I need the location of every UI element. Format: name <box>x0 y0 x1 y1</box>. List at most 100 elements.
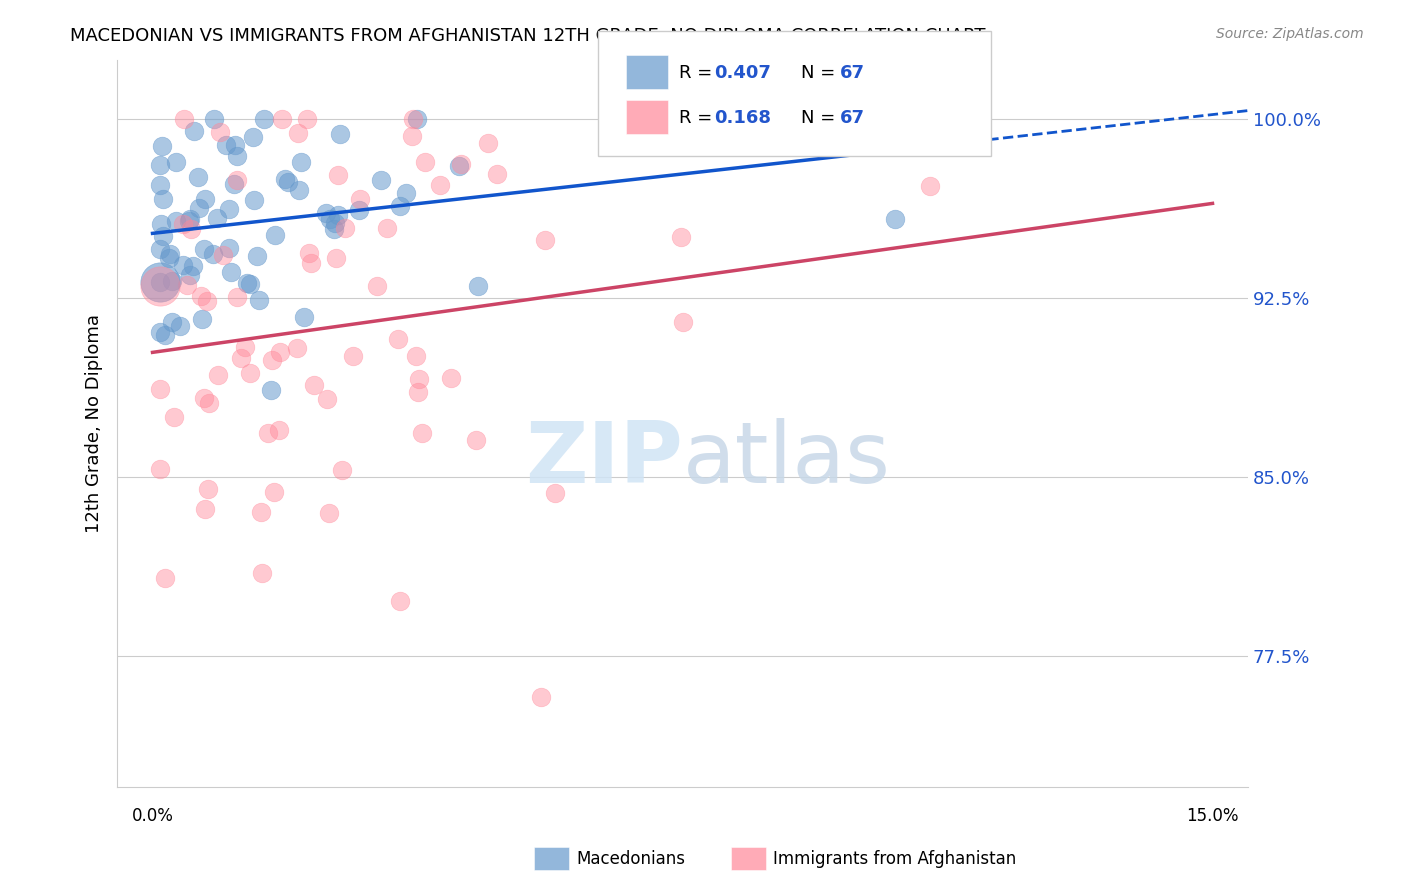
Point <box>149 242 172 256</box>
Point <box>152 192 174 206</box>
Point <box>328 128 350 142</box>
Point <box>157 251 180 265</box>
Point <box>246 249 269 263</box>
Point <box>447 159 470 173</box>
Text: Macedonians: Macedonians <box>576 850 686 868</box>
Point <box>173 112 195 127</box>
Text: 15.0%: 15.0% <box>1187 806 1239 824</box>
Point <box>287 126 309 140</box>
Point <box>194 502 217 516</box>
Point <box>207 368 229 382</box>
Text: N =: N = <box>801 109 841 127</box>
Text: Source: ZipAtlas.com: Source: ZipAtlas.com <box>1216 27 1364 41</box>
Point <box>318 506 340 520</box>
Text: atlas: atlas <box>682 418 890 501</box>
Point <box>298 245 321 260</box>
Point <box>202 112 225 127</box>
Point <box>193 242 215 256</box>
Point <box>159 247 181 261</box>
Point <box>406 112 429 127</box>
Text: 0.407: 0.407 <box>714 64 770 82</box>
Point <box>218 202 240 216</box>
Point <box>149 325 172 339</box>
Point <box>485 167 508 181</box>
Point <box>342 349 364 363</box>
Point <box>250 506 273 520</box>
Point <box>370 173 392 187</box>
Point <box>264 228 287 243</box>
Point <box>388 594 411 608</box>
Point <box>183 124 205 138</box>
Point <box>883 212 905 227</box>
Point <box>395 186 418 200</box>
Point <box>187 169 209 184</box>
Point <box>401 129 423 144</box>
Point <box>165 214 187 228</box>
Point <box>269 345 291 359</box>
Point <box>225 149 247 163</box>
Point <box>233 340 256 354</box>
Point <box>328 168 350 182</box>
Point <box>155 328 177 343</box>
Point <box>302 378 325 392</box>
Point <box>464 434 486 448</box>
Point <box>149 382 172 396</box>
Point <box>413 154 436 169</box>
Point <box>226 173 249 187</box>
Point <box>325 252 347 266</box>
Point <box>160 274 183 288</box>
Point <box>918 179 941 194</box>
Point <box>195 294 218 309</box>
Point <box>292 310 315 325</box>
Point <box>429 178 451 193</box>
Point <box>239 366 262 380</box>
Point <box>440 370 463 384</box>
Point <box>236 276 259 290</box>
Point <box>267 423 290 437</box>
Point <box>405 349 427 363</box>
Point <box>150 139 173 153</box>
Text: 0.0%: 0.0% <box>132 806 173 824</box>
Point <box>477 136 499 150</box>
Point <box>450 157 472 171</box>
Point <box>149 178 172 192</box>
Point <box>180 221 202 235</box>
Point <box>335 221 357 235</box>
Point <box>257 425 280 440</box>
Point <box>323 216 346 230</box>
Text: MACEDONIAN VS IMMIGRANTS FROM AFGHANISTAN 12TH GRADE, NO DIPLOMA CORRELATION CHA: MACEDONIAN VS IMMIGRANTS FROM AFGHANISTA… <box>70 27 986 45</box>
Point <box>212 248 235 262</box>
Point <box>160 315 183 329</box>
Point <box>285 341 308 355</box>
Point <box>149 158 172 172</box>
Point <box>201 247 224 261</box>
Point <box>295 112 318 127</box>
Point <box>387 332 409 346</box>
Point <box>165 155 187 169</box>
Point <box>179 268 201 282</box>
Point <box>467 278 489 293</box>
Point <box>322 222 344 236</box>
Point <box>530 690 553 704</box>
Point <box>408 372 430 386</box>
Point <box>215 137 238 152</box>
Point <box>205 211 228 225</box>
Point <box>299 256 322 270</box>
Point <box>544 486 567 500</box>
Text: 67: 67 <box>839 109 865 127</box>
Point <box>239 277 262 291</box>
Point <box>290 155 312 169</box>
Point <box>149 462 172 476</box>
Point <box>194 192 217 206</box>
Point <box>225 290 247 304</box>
Point <box>190 289 212 303</box>
Point <box>222 178 245 192</box>
Point <box>315 206 337 220</box>
Point <box>534 233 557 247</box>
Point <box>242 130 264 145</box>
Text: Immigrants from Afghanistan: Immigrants from Afghanistan <box>773 850 1017 868</box>
Point <box>176 277 198 292</box>
Point <box>149 275 172 289</box>
Point <box>671 315 693 329</box>
Point <box>197 482 219 496</box>
